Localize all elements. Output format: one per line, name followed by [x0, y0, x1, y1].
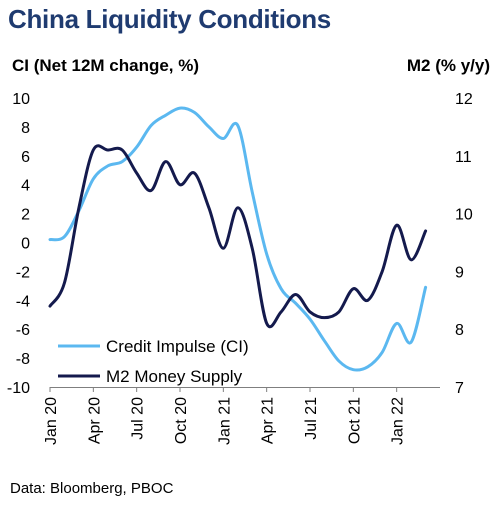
left-axis-label: CI (Net 12M change, %): [12, 56, 200, 75]
left-axis-tick-label: -4: [16, 293, 30, 310]
x-axis-tick-label: Apr 20: [86, 397, 103, 444]
legend-label: Credit Impulse (CI): [106, 337, 249, 356]
x-axis-tick-label: Oct 20: [173, 397, 190, 444]
x-axis-tick-label: Jan 21: [216, 397, 233, 445]
left-axis-tick-label: 6: [21, 149, 30, 166]
legend-label: M2 Money Supply: [106, 367, 243, 386]
left-axis-tick-label: 0: [21, 236, 30, 253]
right-axis-tick-label: 10: [455, 207, 473, 224]
chart-title: China Liquidity Conditions: [8, 4, 331, 34]
right-axis-tick-label: 9: [455, 264, 464, 281]
x-axis-tick-label: Jul 21: [303, 397, 320, 440]
series-line-m2-money-supply: [48, 144, 428, 329]
left-axis-tick-label: -8: [16, 351, 30, 368]
left-axis-tick-label: 8: [21, 120, 30, 137]
source-note: Data: Bloomberg, PBOC: [10, 480, 174, 497]
right-axis-label: M2 (% y/y): [406, 56, 490, 75]
left-axis-tick-label: 2: [21, 207, 30, 224]
right-axis-tick-label: 8: [455, 322, 464, 339]
series-line-credit-impulse: [48, 106, 428, 372]
chart-legend: Credit Impulse (CI) M2 Money Supply: [58, 337, 249, 386]
right-axis-tick-label: 12: [455, 91, 473, 108]
x-axis-tick-label: Jul 20: [130, 397, 147, 440]
x-axis-tick-label: Oct 21: [346, 397, 363, 444]
x-axis-tick-label: Jan 22: [390, 397, 407, 445]
right-axis-tick-label: 7: [455, 380, 464, 397]
chart-axes: 10 8 6 4 2 0 -2 -4 -6 -8 -10 12 11 10 9 8 7 Jan 20 Apr 20 J…: [7, 91, 473, 445]
left-axis-tick-label: -10: [7, 380, 30, 397]
x-axis-tick-label: Apr 21: [260, 397, 277, 444]
left-axis-tick-label: 4: [21, 178, 30, 195]
right-axis-tick-label: 11: [455, 149, 472, 166]
chart-series: [48, 106, 428, 372]
left-axis-tick-label: -2: [16, 264, 30, 281]
x-axis-tick-label: Jan 20: [43, 397, 60, 445]
left-axis-tick-label: -6: [16, 322, 30, 339]
left-axis-tick-label: 10: [12, 91, 30, 108]
